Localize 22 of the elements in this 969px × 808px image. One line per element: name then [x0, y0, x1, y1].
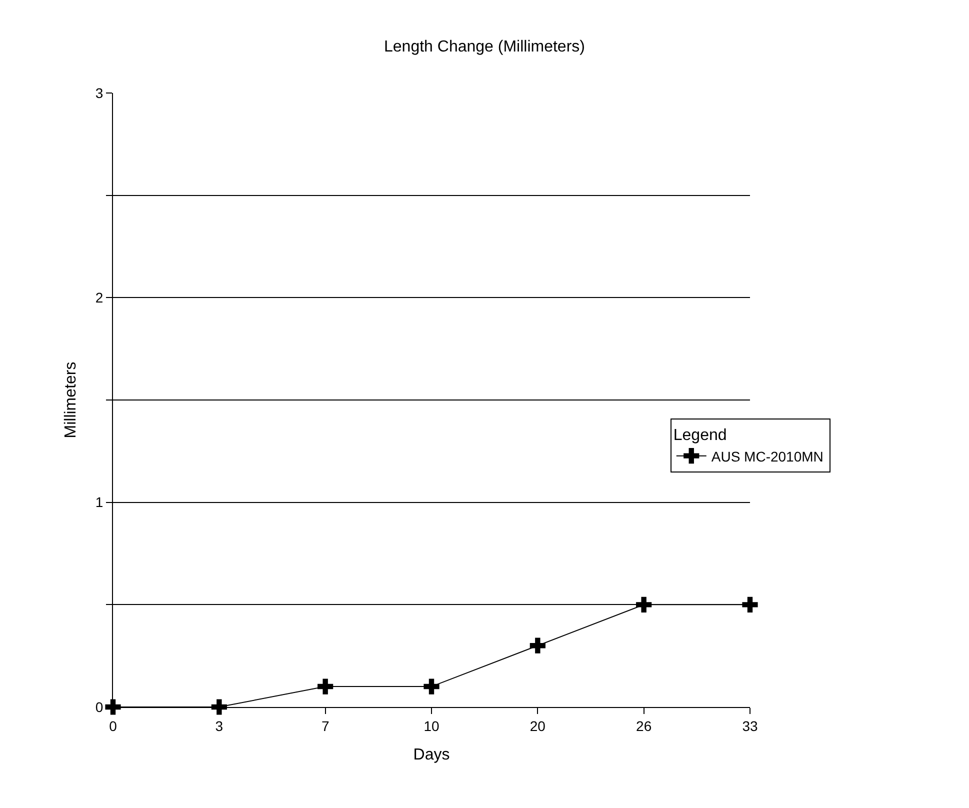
- x-tick-label: 3: [215, 718, 224, 734]
- point: [530, 638, 546, 654]
- point: [424, 678, 440, 694]
- point: [211, 699, 227, 715]
- y-axis-title: Millimeters: [62, 362, 80, 438]
- y-tick-label: 1: [95, 494, 104, 510]
- point: [318, 678, 334, 694]
- x-axis-title: Days: [413, 746, 450, 764]
- x-tick-label: 33: [742, 718, 758, 734]
- legend-label: AUS MC-2010MN: [711, 448, 824, 464]
- y-tick-label: 2: [95, 290, 104, 306]
- point: [742, 596, 758, 612]
- y-tick-label: 0: [95, 698, 104, 715]
- x-tick-label: 10: [424, 718, 440, 734]
- legend-title: Legend: [673, 427, 727, 444]
- point: [636, 596, 652, 612]
- chart-title: Length Change (Millimeters): [384, 38, 585, 56]
- x-tick-label: 26: [636, 718, 652, 734]
- y-tick-label: 3: [95, 84, 104, 101]
- x-tick-label: 7: [321, 718, 330, 734]
- x-tick-label: 20: [530, 718, 546, 734]
- x-tick-label: 0: [109, 718, 118, 734]
